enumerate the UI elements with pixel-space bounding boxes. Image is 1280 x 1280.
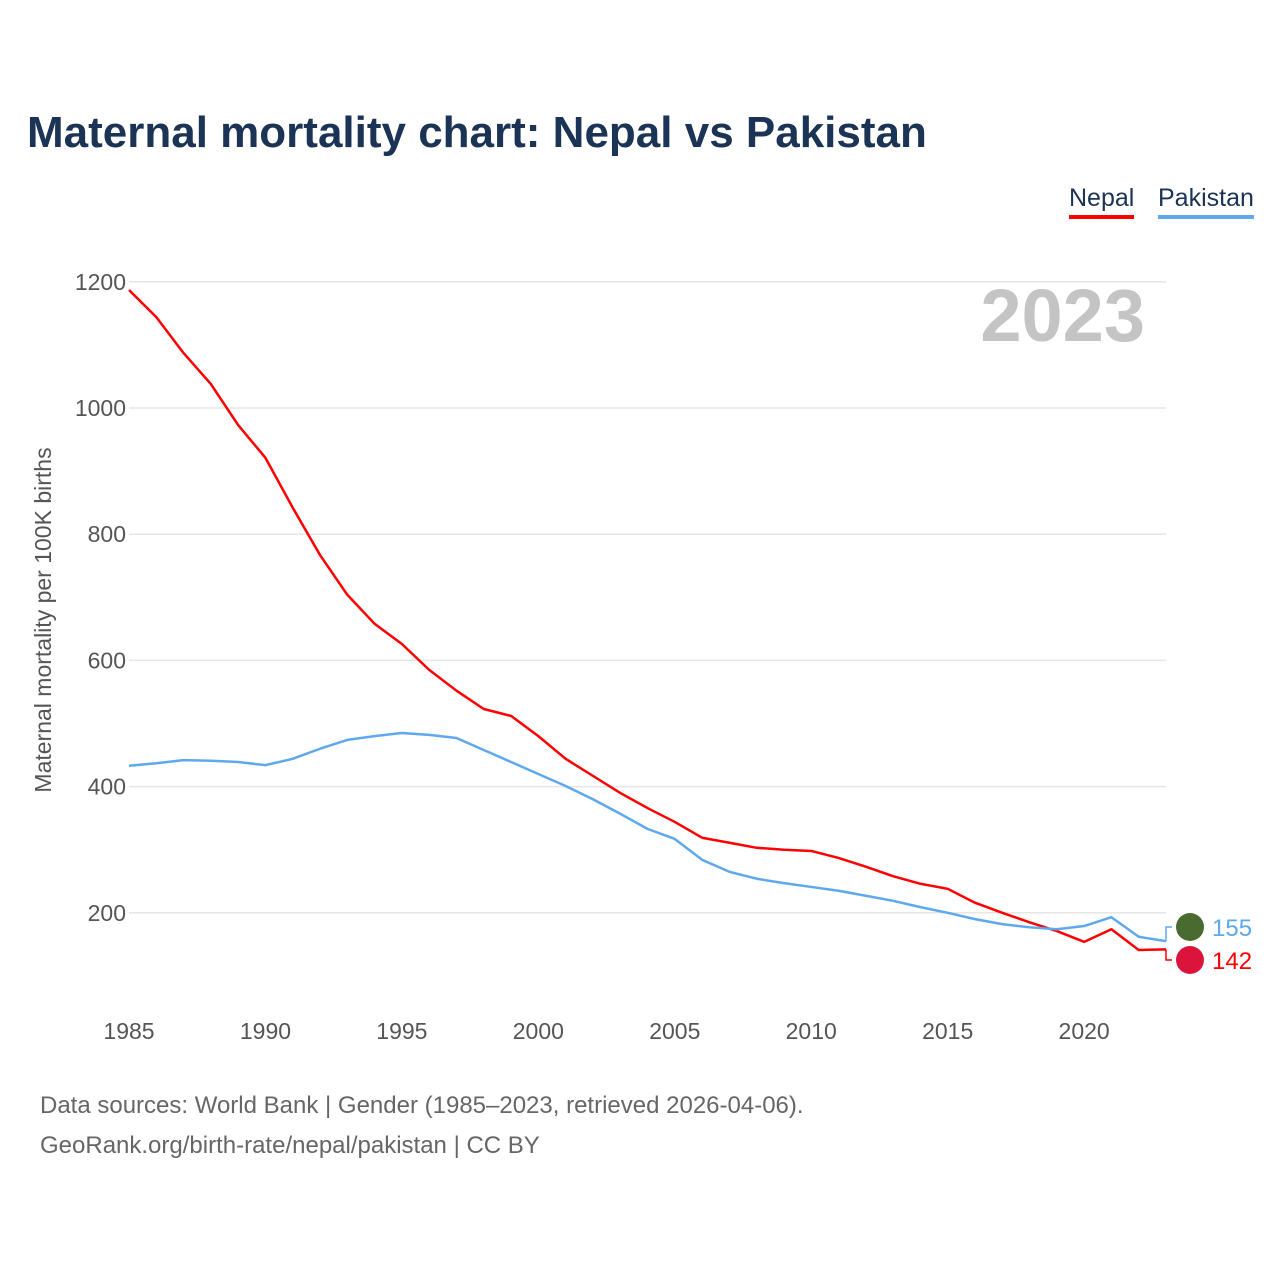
x-tick-label: 1985 xyxy=(103,1018,154,1044)
y-tick-label: 400 xyxy=(88,774,126,800)
end-label-nepal: 142 xyxy=(1212,948,1252,975)
nepal-flag-icon xyxy=(1176,946,1204,974)
year-watermark: 2023 xyxy=(980,274,1145,357)
y-tick-label: 600 xyxy=(88,647,126,673)
y-tick-label: 1000 xyxy=(75,395,126,421)
end-connector xyxy=(1165,949,1172,961)
footer: Data sources: World Bank | Gender (1985–… xyxy=(40,1086,804,1166)
legend-nepal[interactable]: Nepal xyxy=(1069,184,1135,219)
x-tick-label: 2000 xyxy=(513,1018,564,1044)
footer-sources: Data sources: World Bank | Gender (1985–… xyxy=(40,1092,804,1119)
x-tick-label: 2015 xyxy=(922,1018,973,1044)
legend-pakistan[interactable]: Pakistan xyxy=(1158,184,1254,219)
x-tick-label: 1995 xyxy=(376,1018,427,1044)
end-label-pakistan: 155 xyxy=(1212,915,1252,942)
line-pakistan xyxy=(128,731,1167,943)
y-tick-label: 1200 xyxy=(75,269,126,295)
x-tick-label: 2010 xyxy=(786,1018,837,1044)
x-tick-label: 2020 xyxy=(1059,1018,1110,1044)
y-tick-label: 200 xyxy=(88,900,126,926)
footer-link[interactable]: GeoRank.org/birth-rate/nepal/pakistan | … xyxy=(40,1132,540,1159)
x-tick-label: 1990 xyxy=(240,1018,291,1044)
x-tick-label: 2005 xyxy=(649,1018,700,1044)
line-nepal xyxy=(128,289,1167,952)
y-axis-label: Maternal mortality per 100K births xyxy=(30,447,56,792)
end-connector xyxy=(1165,926,1172,942)
pakistan-flag-icon xyxy=(1176,913,1204,941)
chart-title: Maternal mortality chart: Nepal vs Pakis… xyxy=(27,108,927,157)
y-tick-label: 800 xyxy=(88,521,126,547)
